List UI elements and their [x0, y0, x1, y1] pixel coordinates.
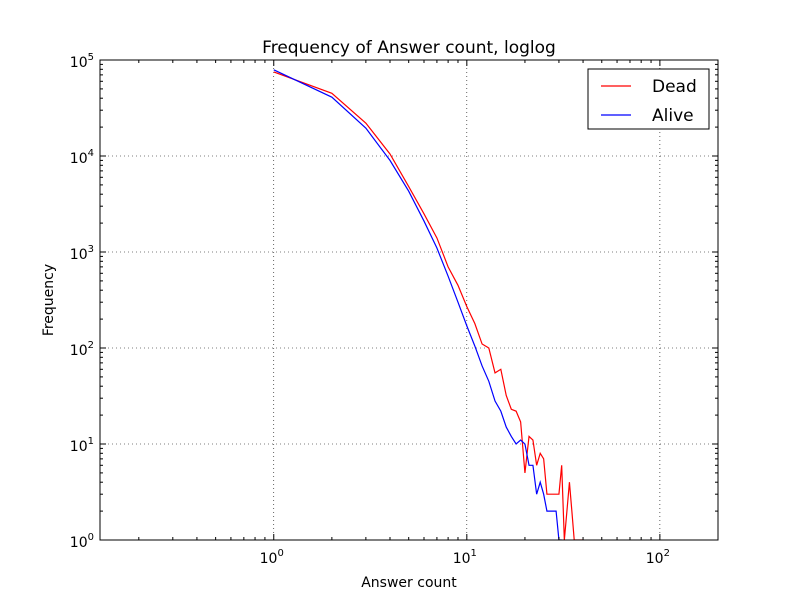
y-tick-exponent: 2: [88, 340, 94, 351]
series-lines: [273, 69, 584, 540]
x-tick-label: 101: [453, 548, 477, 567]
y-axis-label: Frequency: [41, 264, 57, 336]
y-tick-label: 100: [70, 532, 94, 551]
y-tick-label: 105: [70, 52, 94, 71]
x-tick-label: 100: [260, 548, 284, 567]
x-tick-exponent: 0: [277, 548, 283, 559]
y-tick-base: 10: [70, 439, 88, 455]
y-tick-base: 10: [70, 343, 88, 359]
y-tick-exponent: 0: [88, 532, 94, 543]
y-tick-label: 102: [70, 340, 94, 359]
y-tick-label: 103: [70, 244, 94, 263]
y-tick-exponent: 5: [88, 52, 94, 63]
grid: [100, 59, 718, 541]
y-tick-base: 10: [70, 535, 88, 551]
y-tick-label: 104: [70, 148, 94, 167]
ticks: [100, 59, 718, 541]
y-tick-exponent: 3: [88, 244, 94, 255]
y-tick-exponent: 1: [88, 436, 94, 447]
legend-box: [587, 68, 710, 130]
x-axis-label: Answer count: [361, 575, 457, 591]
x-tick-exponent: 1: [471, 548, 477, 559]
plot-frame: [99, 59, 719, 541]
legend-label-dead: Dead: [652, 77, 697, 97]
series-line-dead: [273, 71, 584, 540]
x-tick-label: 102: [646, 548, 670, 567]
y-tick-exponent: 4: [88, 148, 94, 159]
x-tick-base: 10: [453, 551, 471, 567]
series-line-alive: [273, 69, 562, 540]
y-tick-label: 101: [70, 436, 94, 455]
x-tick-base: 10: [646, 551, 664, 567]
y-tick-base: 10: [70, 151, 88, 167]
y-tick-base: 10: [70, 55, 88, 71]
y-tick-base: 10: [70, 247, 88, 263]
chart-title: Frequency of Answer count, loglog: [262, 38, 556, 58]
x-tick-exponent: 2: [664, 548, 670, 559]
x-tick-base: 10: [260, 551, 278, 567]
legend-label-alive: Alive: [652, 106, 694, 126]
legend: Dead Alive: [587, 68, 710, 130]
